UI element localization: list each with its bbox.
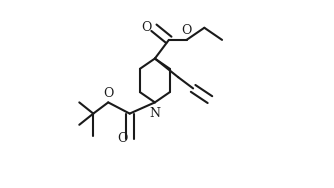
Text: O: O [141,21,152,34]
Text: O: O [103,86,114,100]
Text: O: O [181,24,192,37]
Text: N: N [149,107,160,120]
Text: O: O [117,132,128,145]
